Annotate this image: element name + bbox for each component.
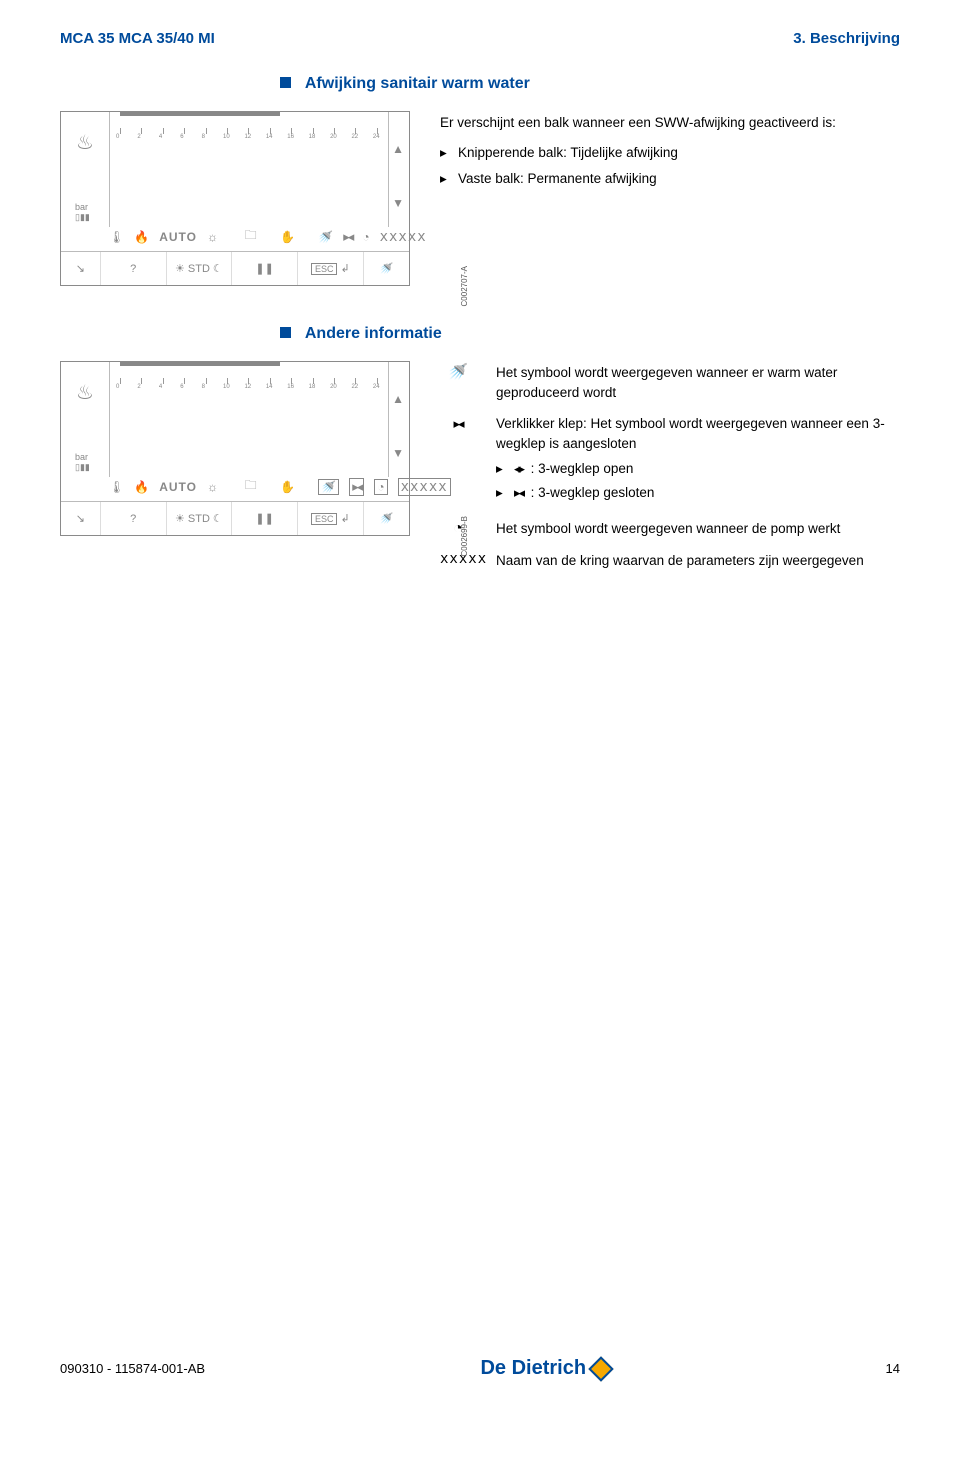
valve-open-icon: ◂▸: [514, 460, 523, 479]
list-item: ◂▸ : 3-wegklep open: [496, 459, 900, 479]
list-item: Knipperende balk: Tijdelijke afwijking: [440, 143, 900, 163]
pause-button[interactable]: ❚❚: [232, 502, 298, 535]
lcd-status-row: 🌡🔥 AUTO ☼ 🗀 ✋ 🚿 ▸◂ ◔ xxxxx: [109, 476, 389, 497]
doc-model: MCA 35 MCA 35/40 MI: [60, 30, 215, 47]
def-text: Verklikker klep: Het symbool wordt weerg…: [496, 414, 900, 507]
def-text: Het symbool wordt weergegeven wanneer er…: [496, 363, 900, 402]
circuit-name-placeholder: xxxxx: [380, 229, 427, 245]
list-item: ▸◂ : 3-wegklep gesloten: [496, 483, 900, 503]
pause-button[interactable]: ❚❚: [232, 252, 298, 285]
auto-label: AUTO: [159, 480, 197, 494]
section1-intro: Er verschijnt een balk wanneer een SWW-a…: [440, 113, 900, 133]
signal-icon: bar▯▮▮: [75, 452, 90, 473]
std-button[interactable]: ☀STD☾: [167, 252, 233, 285]
square-bullet-icon: [280, 327, 291, 338]
tap-icon: 🚿: [440, 363, 476, 382]
lcd-panel-2: 024681012141618202224 ♨ bar▯▮▮ ▲▼ 🌡🔥 AUT…: [60, 361, 410, 536]
lcd-panel-1: 024681012141618202224 ♨ bar▯▮▮ ▲▼ 🌡🔥 AUT…: [60, 111, 410, 286]
nav-arrows: ▲▼: [392, 392, 404, 460]
signal-icon: bar▯▮▮: [75, 202, 90, 223]
tap-button[interactable]: 🚿: [364, 252, 409, 285]
help-button[interactable]: ?: [101, 252, 167, 285]
section-title-2: Andere informatie: [280, 325, 900, 343]
circuit-name-symbol: xxxxx: [440, 551, 476, 568]
section-title-1: Afwijking sanitair warm water: [280, 75, 900, 93]
tap-button[interactable]: 🚿: [364, 502, 409, 535]
def-text: Naam van de kring waarvan de parameters …: [496, 551, 900, 571]
shift-bar: [120, 362, 280, 366]
section-title-2-text: Andere informatie: [305, 325, 442, 342]
doc-ref: 090310 - 115874-001-AB: [60, 1361, 205, 1376]
page-number: 14: [886, 1361, 900, 1376]
section-title-1-text: Afwijking sanitair warm water: [305, 75, 530, 92]
brand-logo: De Dietrich: [480, 1357, 610, 1380]
circuit-name-placeholder: xxxxx: [398, 478, 451, 496]
std-button[interactable]: ☀STD☾: [167, 502, 233, 535]
list-item: Vaste balk: Permanente afwijking: [440, 169, 900, 189]
nav-arrows: ▲▼: [392, 142, 404, 210]
flame-icon: ♨: [76, 130, 94, 155]
figure-code-2: C002699-B: [460, 516, 469, 566]
diamond-icon: [588, 1356, 613, 1381]
flame-icon: ♨: [76, 380, 94, 405]
hour-scale: 024681012141618202224: [120, 368, 378, 384]
def-text: Het symbool wordt weergegeven wanneer de…: [496, 519, 900, 539]
help-button[interactable]: ?: [101, 502, 167, 535]
auto-label: AUTO: [159, 230, 197, 244]
valve-icon: ▸◂: [440, 414, 476, 433]
lcd-status-row: 🌡🔥 AUTO ☼ 🗀 ✋ 🚿▸◂◔ xxxxx: [109, 226, 389, 247]
valve-close-icon: ▸◂: [514, 484, 523, 503]
square-bullet-icon: [280, 77, 291, 88]
shift-bar: [120, 112, 280, 116]
esc-button[interactable]: ESC↲: [298, 252, 364, 285]
figure-code-1: C002707-A: [460, 266, 469, 316]
doc-chapter: 3. Beschrijving: [793, 30, 900, 47]
page-footer: 090310 - 115874-001-AB De Dietrich 14: [60, 1357, 900, 1380]
hour-scale: 024681012141618202224: [120, 118, 378, 134]
pump-icon: ◔: [440, 519, 476, 538]
esc-button[interactable]: ESC↲: [298, 502, 364, 535]
